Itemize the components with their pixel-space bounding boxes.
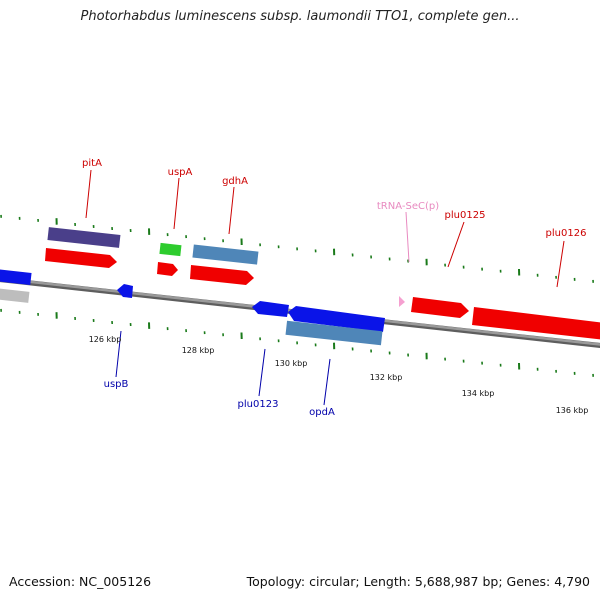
leader-opdA — [323, 358, 331, 406]
leader-uspB — [115, 330, 122, 378]
map-title: Photorhabdus luminescens subsp. laumondi… — [80, 9, 520, 24]
gene-opdA[interactable] — [288, 306, 385, 332]
gene-uspB[interactable] — [117, 284, 133, 298]
label-tRNA-SeC[interactable]: tRNA-SeC(p) — [377, 201, 439, 212]
gene-plu0126[interactable] — [472, 307, 600, 340]
leader-plu0125 — [447, 221, 465, 268]
gene-plu0123[interactable] — [252, 301, 289, 317]
accession-text: Accession: NC_005126 — [9, 574, 152, 589]
label-uspA[interactable]: uspA — [168, 167, 193, 178]
gene-gdhA-track[interactable] — [192, 244, 259, 265]
gene-feature-blue[interactable] — [0, 269, 32, 285]
label-pitA[interactable]: pitA — [82, 158, 102, 169]
gene-gdhA[interactable] — [190, 265, 254, 285]
leader-uspA — [173, 177, 180, 230]
gene-tRNA-SeC[interactable] — [399, 296, 405, 307]
scale-label: 126 kbp — [89, 335, 122, 344]
gene-pitA-track[interactable] — [47, 227, 121, 248]
gene-pitA[interactable] — [45, 248, 117, 268]
scale-label: 132 kbp — [370, 373, 403, 382]
gene-uspA-track[interactable] — [159, 242, 182, 257]
leader-pitA — [85, 169, 92, 219]
gene-plu0125[interactable] — [411, 297, 469, 318]
inner-tick-ring — [0, 308, 594, 377]
genome-summary-text: Topology: circular; Length: 5,688,987 bp… — [246, 574, 590, 589]
label-uspB[interactable]: uspB — [104, 379, 129, 390]
leader-gdhA — [228, 186, 235, 235]
scale-label: 134 kbp — [462, 389, 495, 398]
label-plu0125[interactable]: plu0125 — [445, 210, 486, 221]
label-plu0126[interactable]: plu0126 — [546, 228, 587, 239]
label-gdhA[interactable]: gdhA — [222, 176, 248, 187]
gene-opdA-track[interactable] — [285, 320, 383, 346]
leader-plu0123 — [258, 348, 266, 397]
gene-uspA[interactable] — [157, 262, 178, 276]
scale-label: 136 kbp — [556, 406, 589, 415]
label-plu0123[interactable]: plu0123 — [238, 399, 279, 410]
gene-feature-gray[interactable] — [0, 288, 30, 303]
scale-label: 130 kbp — [275, 359, 308, 368]
leader-plu0126 — [556, 240, 565, 288]
outer-tick-ring — [0, 214, 594, 283]
scale-label: 128 kbp — [182, 346, 215, 355]
label-opdA[interactable]: opdA — [309, 407, 335, 418]
leader-tRNA-SeC — [405, 211, 410, 263]
